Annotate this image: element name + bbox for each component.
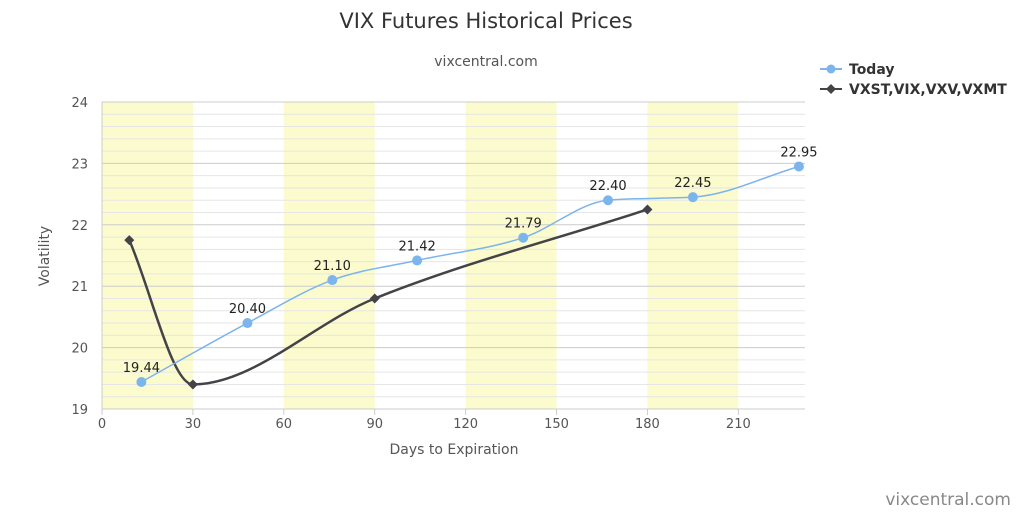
- x-tick-label-5: 150: [544, 417, 569, 432]
- point-today-0[interactable]: [136, 376, 147, 387]
- point-today-5[interactable]: [603, 195, 614, 206]
- x-axis-title: Days to Expiration: [390, 442, 519, 458]
- axes: 0 30 60 90 120 150 180 210 19 20 21 22 23 24: [71, 96, 805, 432]
- series-line-vxst: [128, 208, 648, 386]
- point-today-7[interactable]: [793, 161, 804, 172]
- legend-circle-icon: [826, 64, 836, 74]
- shaded-band-2: [465, 102, 557, 409]
- shaded-band-3: [647, 102, 739, 409]
- point-vxst-2[interactable]: [369, 293, 380, 304]
- data-label-today-4: 21.79: [505, 217, 542, 232]
- point-vxst-1[interactable]: [187, 379, 198, 390]
- x-tick-label-0: 0: [98, 417, 106, 432]
- shaded-band-1: [283, 102, 375, 409]
- point-today-2[interactable]: [327, 275, 338, 286]
- x-tick-label-2: 60: [276, 417, 293, 432]
- x-tick-label-3: 90: [366, 417, 383, 432]
- x-tick-label-1: 30: [185, 417, 202, 432]
- legend-diamond-icon: [826, 84, 836, 94]
- x-tick-label-6: 180: [635, 417, 660, 432]
- data-label-today-6: 22.45: [674, 176, 711, 191]
- y-tick-label-0: 19: [71, 403, 88, 418]
- point-today-3[interactable]: [412, 255, 423, 266]
- x-tick-label-4: 120: [453, 417, 478, 432]
- point-today-6[interactable]: [687, 192, 698, 203]
- shaded-band-0: [102, 102, 193, 409]
- data-label-today-0: 19.44: [123, 361, 160, 376]
- x-tick-label-7: 210: [726, 417, 751, 432]
- series-layer: 19.44 20.40 21.10 21.42 21.79 22.40 22.45 22.95: [123, 145, 818, 390]
- data-label-today-3: 21.42: [399, 239, 436, 254]
- legend-label-today: Today: [849, 62, 894, 78]
- point-today-1[interactable]: [242, 318, 253, 329]
- chart-subtitle: vixcentral.com: [434, 54, 537, 70]
- legend-item-vxst[interactable]: VXST,VIX,VXV,VXMT: [820, 82, 1007, 98]
- data-label-today-7: 22.95: [780, 145, 817, 160]
- chart-title: VIX Futures Historical Prices: [339, 9, 632, 33]
- data-label-today-5: 22.40: [589, 179, 626, 194]
- point-vxst-0[interactable]: [124, 235, 135, 246]
- y-tick-label-2: 21: [71, 280, 88, 295]
- legend[interactable]: Today VXST,VIX,VXV,VXMT: [820, 62, 1007, 98]
- y-tick-label-3: 22: [71, 219, 88, 234]
- y-axis-title: Volatility: [37, 226, 53, 286]
- data-label-today-2: 21.10: [314, 259, 351, 274]
- shaded-bands: [102, 102, 739, 409]
- credit-text[interactable]: vixcentral.com: [885, 490, 1011, 510]
- point-today-4[interactable]: [518, 232, 529, 243]
- grid-lines: [102, 101, 805, 410]
- y-tick-label-5: 24: [71, 96, 88, 111]
- y-tick-label-4: 23: [71, 157, 88, 172]
- legend-label-vxst: VXST,VIX,VXV,VXMT: [849, 82, 1007, 98]
- legend-item-today[interactable]: Today: [820, 62, 894, 78]
- data-label-today-1: 20.40: [229, 302, 266, 317]
- y-tick-label-1: 20: [71, 342, 88, 357]
- point-vxst-3[interactable]: [642, 204, 653, 215]
